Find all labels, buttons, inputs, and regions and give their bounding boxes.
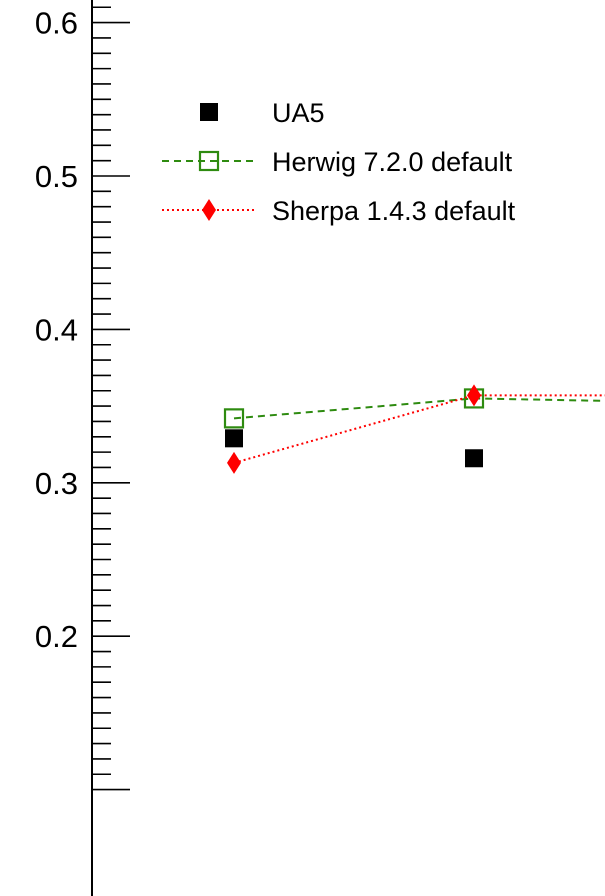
y-tick-label: 0.6 <box>35 6 78 41</box>
legend: UA5 Herwig 7.2.0 default Sherpa 1.4.3 defa… <box>162 98 516 226</box>
y-tick-labels: 0.20.30.40.50.60.7 <box>35 6 78 655</box>
legend-entry-3: Sherpa 1.4.3 default <box>162 196 516 226</box>
legend-marker <box>200 103 218 121</box>
data-point <box>467 384 481 407</box>
legend-entry-2: Herwig 7.2.0 default <box>162 147 513 177</box>
y-tick-label: 0.5 <box>35 159 78 194</box>
series-1 <box>225 429 483 468</box>
y-tick-label: 0.2 <box>35 619 78 654</box>
series-3 <box>227 384 605 474</box>
legend-label: Herwig 7.2.0 default <box>272 147 513 177</box>
data-point <box>223 408 245 429</box>
legend-marker <box>198 150 220 172</box>
data-point <box>227 451 241 474</box>
legend-marker <box>202 199 216 221</box>
series-2 <box>223 388 605 429</box>
series-line <box>233 394 605 464</box>
data-point <box>225 429 243 448</box>
y-tick-label: 0.3 <box>35 466 78 501</box>
legend-label: Sherpa 1.4.3 default <box>272 196 516 226</box>
series-layer <box>223 384 605 474</box>
series-line <box>233 397 605 420</box>
y-tick-label: 0.4 <box>35 312 78 347</box>
legend-entry-1: UA5 <box>200 98 325 128</box>
data-point <box>465 449 483 468</box>
legend-label: UA5 <box>272 98 325 128</box>
y-axis <box>91 0 130 896</box>
